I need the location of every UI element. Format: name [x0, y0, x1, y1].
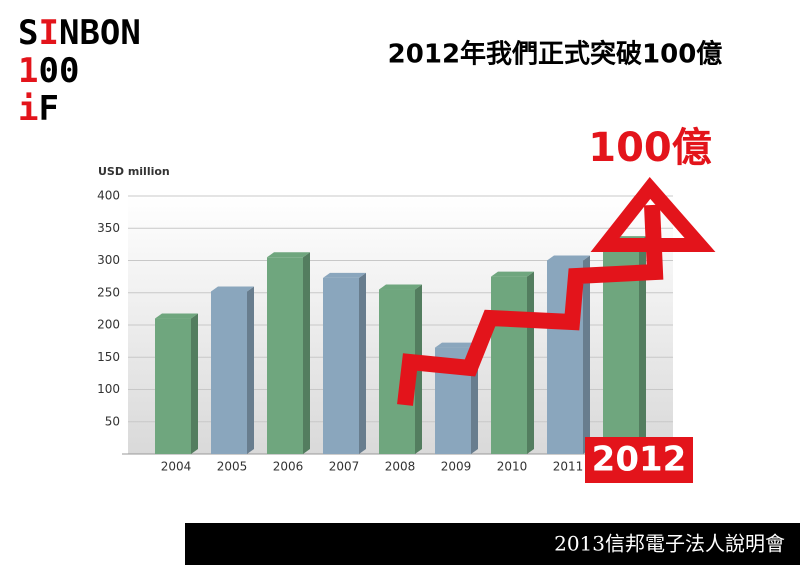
x-tick-label: 2006: [273, 460, 304, 474]
x-tick-label: 2004: [161, 460, 192, 474]
x-tick-label: 2012: [592, 440, 687, 480]
annotation: 100億: [588, 125, 712, 171]
arrow: [397, 204, 664, 406]
y-tick-label: 400: [97, 189, 120, 203]
y-tick-label: 100: [97, 382, 120, 396]
chart-title: 2012年我們正式突破100億: [388, 39, 723, 70]
y-tick-label: 350: [97, 221, 120, 235]
y-tick-label: 50: [105, 414, 120, 428]
bar: [267, 257, 303, 454]
bar-top: [211, 286, 254, 292]
bar-top: [547, 255, 590, 261]
y-tick-label: 300: [97, 253, 120, 267]
bar-top: [379, 284, 422, 290]
footer-bar: [185, 523, 800, 565]
bar-side: [527, 271, 534, 454]
logo-text: iF: [18, 89, 59, 129]
logo: SINBON 100 iF: [18, 13, 141, 129]
y-tick-label: 250: [97, 285, 120, 299]
x-tick-label: 2008: [385, 460, 416, 474]
logo-text: SINBON: [18, 13, 141, 53]
x-tick-label: 2009: [441, 460, 472, 474]
y-tick-label: 150: [97, 350, 120, 364]
bar-top: [267, 252, 310, 258]
x-tick-label: 2010: [497, 460, 528, 474]
footer-text: 2013信邦電子法人說明會: [554, 532, 785, 556]
bar-top: [323, 272, 366, 278]
arrow-head: [590, 177, 716, 252]
bar: [323, 277, 359, 454]
logo-text: 100: [18, 51, 79, 91]
bar: [211, 291, 247, 454]
y-axis-label: USD million: [98, 165, 170, 178]
bar-top: [435, 342, 478, 348]
bar: [491, 276, 527, 454]
bar-side: [639, 236, 646, 454]
bar-top: [155, 313, 198, 319]
x-tick-label: 2007: [329, 460, 360, 474]
bar-side: [303, 252, 310, 454]
bar-side: [247, 286, 254, 454]
x-tick-label: 2005: [217, 460, 248, 474]
y-tick-label: 200: [97, 318, 120, 332]
x-tick-label: 2011: [553, 460, 584, 474]
bar: [155, 318, 191, 454]
bar-side: [191, 313, 198, 454]
bar-top: [491, 271, 534, 277]
highlight-box: [585, 437, 693, 483]
bar-side: [359, 272, 366, 454]
bar-side: [583, 255, 590, 454]
